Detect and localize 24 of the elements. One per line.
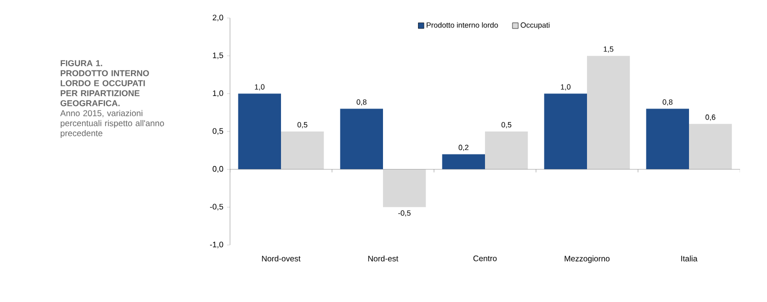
x-tick-label: Italia	[681, 256, 698, 262]
text: FIGURA 1. PRODOTTO INTERNO LORDO E OCCUPATI PER RIPARTIZIONE GEOGRAFICA.	[60, 60, 149, 106]
bar	[646, 108, 690, 170]
x-tick-label: Nord-ovest	[262, 256, 300, 262]
y-tick-label: 1,0	[212, 90, 224, 97]
x-tick-label: Nord-est	[368, 256, 398, 262]
y-tick-label: -0,5	[210, 204, 224, 210]
bar	[587, 56, 630, 170]
bar	[544, 94, 588, 170]
x-tick-label: Mezzogiorno	[564, 256, 610, 263]
bar	[340, 108, 384, 170]
y-tick-label: 0,0	[212, 166, 224, 173]
bar	[689, 124, 732, 170]
bar	[485, 132, 528, 170]
x-tick-label: Centro	[473, 256, 497, 262]
bar	[281, 132, 324, 170]
bar	[383, 169, 426, 208]
bar	[442, 154, 486, 170]
bar	[238, 94, 282, 170]
text: Anno 2015, variazioni percentuali rispetto all'anno precedente	[60, 110, 164, 138]
y-tick-label: 0,5	[212, 128, 224, 135]
y-tick-label: 1,5	[212, 52, 224, 60]
y-tick-label: -1,0	[210, 242, 224, 248]
y-tick-label: 2,0	[212, 14, 224, 22]
